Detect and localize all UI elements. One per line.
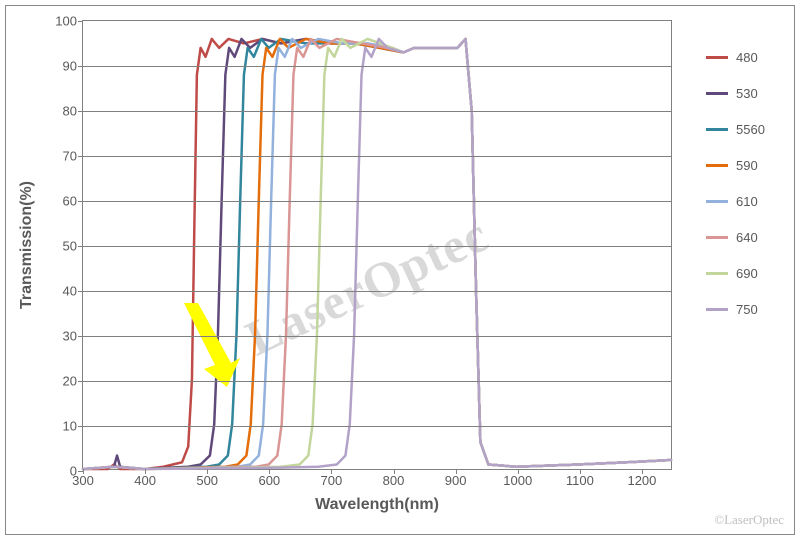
legend-swatch <box>706 236 728 239</box>
x-axis-label: Wavelength(nm) <box>315 496 439 514</box>
legend-entry: 480 <box>706 50 765 64</box>
tick-label-y: 60 <box>63 194 83 209</box>
tick-label-y: 20 <box>63 374 83 389</box>
legend-entry: 530 <box>706 86 765 100</box>
series-line <box>83 39 671 469</box>
legend-label: 640 <box>736 230 758 245</box>
legend-entry: 5560 <box>706 122 765 136</box>
gridline-h <box>83 156 671 157</box>
legend-label: 590 <box>736 158 758 173</box>
tick-label-x: 1100 <box>566 469 594 488</box>
tick-label-x: 700 <box>321 469 343 488</box>
legend-entry: 690 <box>706 266 765 280</box>
gridline-h <box>83 426 671 427</box>
legend-swatch <box>706 272 728 275</box>
tick-label-x: 600 <box>258 469 280 488</box>
gridline-h <box>83 246 671 247</box>
legend-entry: 610 <box>706 194 765 208</box>
tick-label-x: 1000 <box>503 469 532 488</box>
legend-label: 690 <box>736 266 758 281</box>
tick-label-y: 90 <box>63 59 83 74</box>
tick-label-y: 10 <box>63 419 83 434</box>
gridline-h <box>83 111 671 112</box>
gridline-h <box>83 291 671 292</box>
tick-label-x: 500 <box>196 469 218 488</box>
tick-label-y: 30 <box>63 329 83 344</box>
legend-swatch <box>706 308 728 311</box>
legend-label: 530 <box>736 86 758 101</box>
tick-label-y: 70 <box>63 149 83 164</box>
tick-label-x: 400 <box>134 469 156 488</box>
legend-entry: 640 <box>706 230 765 244</box>
tick-label-y: 50 <box>63 239 83 254</box>
legend-label: 5560 <box>736 122 765 137</box>
tick-label-y: 40 <box>63 284 83 299</box>
tick-label-x: 300 <box>72 469 94 488</box>
gridline-h <box>83 381 671 382</box>
series-line <box>83 39 671 469</box>
tick-label-x: 800 <box>383 469 405 488</box>
tick-label-y: 100 <box>55 14 83 29</box>
chart-container: LaserOptec 01020304050607080901003004005… <box>5 5 795 535</box>
legend-entry: 750 <box>706 302 765 316</box>
legend-entry: 590 <box>706 158 765 172</box>
legend-swatch <box>706 92 728 95</box>
series-line <box>83 39 671 469</box>
gridline-h <box>83 201 671 202</box>
series-line <box>83 39 671 469</box>
series-line <box>83 39 671 469</box>
legend-label: 480 <box>736 50 758 65</box>
plot-area: LaserOptec 01020304050607080901003004005… <box>82 20 672 470</box>
y-axis-label: Transmission(%) <box>18 181 36 309</box>
curves-svg <box>83 21 671 469</box>
legend-swatch <box>706 56 728 59</box>
tick-label-x: 900 <box>445 469 467 488</box>
series-line <box>83 39 671 469</box>
gridline-h <box>83 66 671 67</box>
legend-swatch <box>706 128 728 131</box>
series-line <box>83 39 671 469</box>
series-line <box>83 39 671 469</box>
legend-label: 610 <box>736 194 758 209</box>
gridline-h <box>83 336 671 337</box>
legend-swatch <box>706 164 728 167</box>
tick-label-y: 80 <box>63 104 83 119</box>
legend-swatch <box>706 200 728 203</box>
tick-label-x: 1200 <box>627 469 656 488</box>
legend-label: 750 <box>736 302 758 317</box>
copyright: ©LaserOptec <box>714 512 784 528</box>
legend: 480 530 5560 590 610 640 690 750 <box>706 50 765 338</box>
